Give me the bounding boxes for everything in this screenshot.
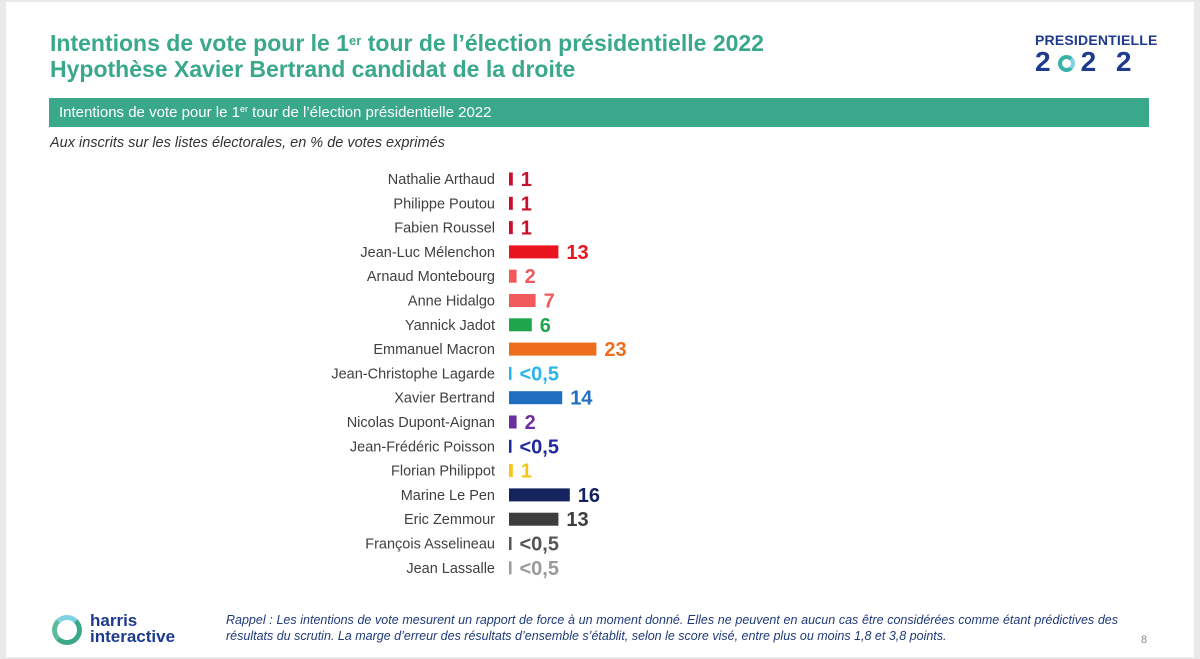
candidate-label: Fabien Roussel <box>394 221 495 237</box>
title-line-2: Hypothèse Xavier Bertrand candidat de la… <box>50 56 576 82</box>
value-label: <0,5 <box>520 363 559 385</box>
bar <box>509 196 513 210</box>
candidate-label: Jean-Frédéric Poisson <box>350 439 495 455</box>
candidate-label: François Asselineau <box>365 537 495 553</box>
bar <box>509 391 563 405</box>
bar <box>509 464 513 478</box>
value-label: <0,5 <box>520 534 559 556</box>
bar <box>509 415 517 429</box>
page-number: 8 <box>1141 634 1148 646</box>
ring-icon <box>1057 55 1075 72</box>
candidate-label: Marine Le Pen <box>401 488 495 504</box>
candidate-label: Anne Hidalgo <box>408 294 495 310</box>
candidate-label: Nicolas Dupont-Aignan <box>347 415 495 431</box>
title-line-1: Intentions de vote pour le 1er tour de l… <box>50 30 764 56</box>
value-label: 23 <box>604 339 626 361</box>
bar <box>509 366 512 380</box>
candidate-label: Jean-Christophe Lagarde <box>331 366 495 382</box>
bar <box>509 221 513 235</box>
harris-interactive-logo: harris interactive <box>52 612 192 649</box>
candidate-label: Florian Philippot <box>391 464 495 480</box>
candidate-label: Xavier Bertrand <box>394 391 495 407</box>
value-label: 7 <box>544 291 555 313</box>
slide: Intentions de vote pour le 1er tour de l… <box>6 2 1194 657</box>
value-label: <0,5 <box>520 558 559 580</box>
value-label: 13 <box>566 509 588 531</box>
value-label: 6 <box>540 315 551 337</box>
section-banner: Intentions de vote pour le 1er tour de l… <box>49 98 1149 127</box>
value-label: 14 <box>570 388 593 410</box>
bar <box>509 342 597 356</box>
bar <box>509 318 532 332</box>
chart-subtitle: Aux inscrits sur les listes électorales,… <box>50 135 445 151</box>
value-label: 2 <box>525 266 536 288</box>
value-label: 1 <box>521 461 532 483</box>
ring-icon <box>52 615 82 645</box>
bar <box>509 172 513 186</box>
candidate-label: Jean-Luc Mélenchon <box>360 245 495 261</box>
value-label: 1 <box>521 218 532 240</box>
bar <box>509 537 512 550</box>
bar <box>509 439 512 453</box>
candidate-label: Jean Lassalle <box>406 561 495 577</box>
bar <box>509 561 512 575</box>
disclaimer-note: Rappel : Les intentions de vote mesurent… <box>226 613 1118 643</box>
value-label: 1 <box>521 193 532 215</box>
bar <box>509 488 570 502</box>
page-title: Intentions de vote pour le 1er tour de l… <box>50 30 764 82</box>
value-label: 2 <box>525 412 536 434</box>
bar <box>509 245 559 259</box>
bar <box>509 294 536 307</box>
value-label: <0,5 <box>520 436 559 458</box>
bar <box>509 269 517 283</box>
candidate-label: Philippe Poutou <box>393 196 495 212</box>
candidate-label: Eric Zemmour <box>404 512 495 528</box>
bar <box>509 512 559 526</box>
candidate-label: Arnaud Montebourg <box>367 269 495 285</box>
value-label: 13 <box>566 242 588 264</box>
candidate-label: Yannick Jadot <box>405 318 495 334</box>
value-label: 16 <box>578 485 600 507</box>
value-label: 1 <box>521 169 532 191</box>
candidate-label: Emmanuel Macron <box>373 342 495 358</box>
candidate-label: Nathalie Arthaud <box>388 172 495 188</box>
